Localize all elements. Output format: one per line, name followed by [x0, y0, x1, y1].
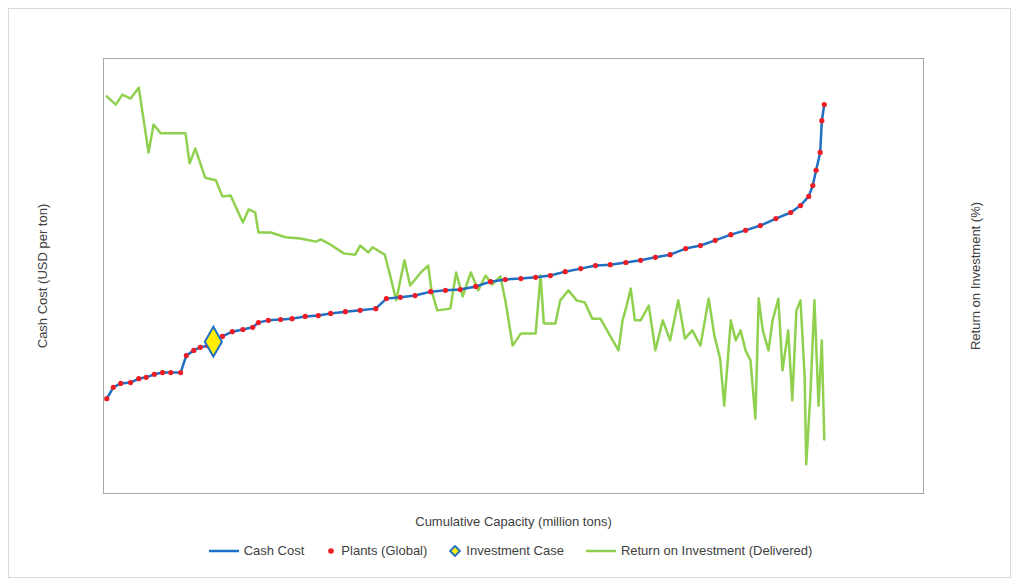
svg-text:Cumulative Capacity (million t: Cumulative Capacity (million tons)	[415, 514, 612, 529]
html-text:Return on Investment (Delivere: Return on Investment (Delivered)	[620, 543, 813, 558]
html-text:Plants (Global): Plants (Global)	[341, 543, 428, 558]
html-text:Cash Cost: Cash Cost	[243, 543, 305, 558]
svg-text:Cash Cost (USD per ton): Cash Cost (USD per ton)	[35, 204, 50, 349]
svg-text:Return on Investment (%): Return on Investment (%)	[968, 202, 983, 350]
html-text:Investment Case: Investment Case	[466, 543, 564, 558]
